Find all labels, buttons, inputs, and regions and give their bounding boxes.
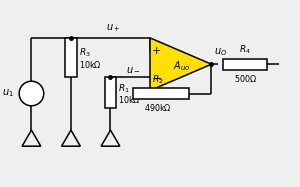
Bar xyxy=(223,59,267,70)
Text: $u_1$: $u_1$ xyxy=(2,88,14,99)
Polygon shape xyxy=(22,130,41,146)
Text: 10k$\Omega$: 10k$\Omega$ xyxy=(118,94,141,105)
Text: $+$: $+$ xyxy=(152,45,161,56)
Bar xyxy=(133,88,189,99)
Circle shape xyxy=(19,81,44,106)
Text: $u_+$: $u_+$ xyxy=(106,23,121,34)
Bar xyxy=(105,77,116,108)
Text: $A_{uo}$: $A_{uo}$ xyxy=(173,59,190,73)
Text: 490k$\Omega$: 490k$\Omega$ xyxy=(144,102,172,113)
Polygon shape xyxy=(101,130,120,146)
Text: $-$: $-$ xyxy=(151,71,162,85)
Text: $R_3$: $R_3$ xyxy=(79,46,91,59)
Bar xyxy=(65,38,76,77)
Text: $u_-$: $u_-$ xyxy=(126,64,140,74)
Text: $u_O$: $u_O$ xyxy=(214,47,228,58)
Text: $R_2$: $R_2$ xyxy=(152,74,164,86)
Polygon shape xyxy=(150,38,212,91)
Polygon shape xyxy=(61,130,80,146)
Text: 10k$\Omega$: 10k$\Omega$ xyxy=(79,59,102,70)
Text: $R_1$: $R_1$ xyxy=(118,82,130,95)
Text: 500$\Omega$: 500$\Omega$ xyxy=(234,73,257,84)
Text: $R_4$: $R_4$ xyxy=(239,44,251,56)
